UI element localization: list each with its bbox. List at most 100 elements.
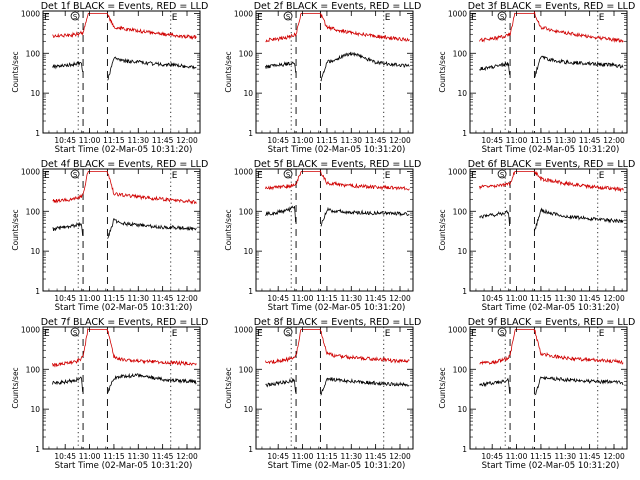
y-tick-label: 10: [243, 405, 253, 414]
x-tick-label: 10:45: [267, 136, 289, 145]
x-axis-label: Start Time (02-Mar-05 10:31:20): [482, 461, 620, 471]
x-tick-label: 12:00: [176, 136, 198, 145]
x-tick-label: 11:45: [579, 452, 601, 461]
panel-title: Det 5f BLACK = Events, RED = LLD: [254, 159, 422, 170]
series-line-events: [265, 376, 410, 396]
marker-label-s: S: [286, 329, 291, 337]
panel-title: Det 1f BLACK = Events, RED = LLD: [41, 1, 209, 12]
x-tick-label: 11:15: [316, 452, 338, 461]
y-tick-label: 1: [248, 287, 253, 296]
x-tick-label: 11:00: [79, 452, 101, 461]
plot-frame: [469, 10, 628, 134]
series-line-events: [52, 218, 197, 239]
plot-frame: [469, 168, 628, 292]
y-tick-label: 100: [26, 207, 41, 216]
panel-1: Det 1f BLACK = Events, RED = LLD 10:45 11:…: [11, 1, 208, 155]
series-line-lld: [52, 13, 197, 40]
marker-circle-s: [70, 11, 80, 21]
y-tick-label: 100: [453, 207, 468, 216]
y-tick-label: 100: [239, 49, 254, 58]
plot-frame: [42, 326, 201, 450]
y-tick-label: 1000: [234, 325, 253, 334]
x-tick-label: 12:00: [389, 452, 411, 461]
x-tick-label: 11:45: [152, 452, 174, 461]
x-tick-label: 11:00: [292, 294, 314, 303]
plot-frame: [42, 168, 201, 292]
y-tick-label: 1: [462, 445, 467, 454]
x-tick-label: 11:30: [554, 136, 576, 145]
series-line-lld: [265, 170, 410, 191]
y-tick-label: 10: [30, 89, 40, 98]
y-tick-label: 10: [30, 247, 40, 256]
plot-frame: [255, 326, 414, 450]
x-tick-label: 10:45: [267, 294, 289, 303]
marker-label-e-right: E: [599, 329, 605, 339]
y-axis-label: Counts/sec: [11, 209, 20, 250]
x-tick-label: 11:45: [365, 452, 387, 461]
marker-circle-s: [283, 11, 293, 21]
marker-label-s: S: [286, 13, 291, 21]
x-axis-label: Start Time (02-Mar-05 10:31:20): [55, 303, 193, 313]
x-tick-label: 12:00: [389, 136, 411, 145]
x-tick-label: 11:15: [530, 294, 552, 303]
marker-label-e-left: E: [257, 171, 263, 181]
y-tick-label: 1000: [21, 9, 40, 18]
x-tick-label: 10:45: [54, 136, 76, 145]
x-tick-label: 11:00: [292, 136, 314, 145]
y-tick-label: 100: [239, 207, 254, 216]
x-tick-label: 11:00: [506, 136, 528, 145]
plot-frame: [42, 10, 201, 134]
y-tick-label: 1000: [21, 167, 40, 176]
marker-label-e-right: E: [172, 329, 178, 339]
marker-label-e-left: E: [257, 13, 263, 23]
y-tick-label: 100: [453, 49, 468, 58]
y-tick-label: 100: [453, 365, 468, 374]
x-axis-label: Start Time (02-Mar-05 10:31:20): [55, 461, 193, 471]
y-tick-label: 1000: [448, 167, 467, 176]
plot-frame: [255, 10, 414, 134]
series-line-events: [479, 207, 624, 231]
series-line-lld: [265, 13, 410, 43]
panel-title: Det 3f BLACK = Events, RED = LLD: [468, 1, 636, 12]
marker-label-s: S: [73, 329, 78, 337]
x-tick-label: 11:30: [554, 452, 576, 461]
x-tick-label: 11:15: [103, 294, 125, 303]
x-tick-label: 10:45: [481, 452, 503, 461]
x-tick-label: 11:15: [316, 294, 338, 303]
y-tick-label: 100: [239, 365, 254, 374]
y-axis-label: Counts/sec: [224, 51, 233, 92]
y-tick-label: 10: [30, 405, 40, 414]
series-line-lld: [52, 171, 197, 205]
x-tick-label: 12:00: [176, 452, 198, 461]
marker-label-e-right: E: [599, 171, 605, 181]
x-tick-label: 12:00: [603, 136, 625, 145]
x-tick-label: 10:45: [481, 136, 503, 145]
x-tick-label: 11:00: [79, 136, 101, 145]
x-tick-label: 11:45: [579, 294, 601, 303]
marker-label-e-right: E: [385, 171, 391, 181]
y-tick-label: 1: [35, 287, 40, 296]
y-tick-label: 1000: [448, 325, 467, 334]
marker-label-e-right: E: [385, 329, 391, 339]
x-axis-label: Start Time (02-Mar-05 10:31:20): [268, 145, 406, 155]
x-tick-label: 11:45: [579, 136, 601, 145]
marker-label-e-right: E: [172, 171, 178, 181]
marker-label-e-left: E: [471, 329, 477, 339]
plot-frame: [255, 168, 414, 292]
x-tick-label: 11:00: [506, 294, 528, 303]
panel-title: Det 6f BLACK = Events, RED = LLD: [468, 159, 636, 170]
y-tick-label: 10: [457, 405, 467, 414]
x-tick-label: 11:30: [340, 136, 362, 145]
marker-label-s: S: [286, 171, 291, 179]
marker-label-e-left: E: [44, 13, 50, 23]
y-tick-label: 100: [26, 49, 41, 58]
x-tick-label: 11:15: [316, 136, 338, 145]
y-axis-label: Counts/sec: [438, 367, 447, 408]
marker-label-s: S: [73, 13, 78, 21]
